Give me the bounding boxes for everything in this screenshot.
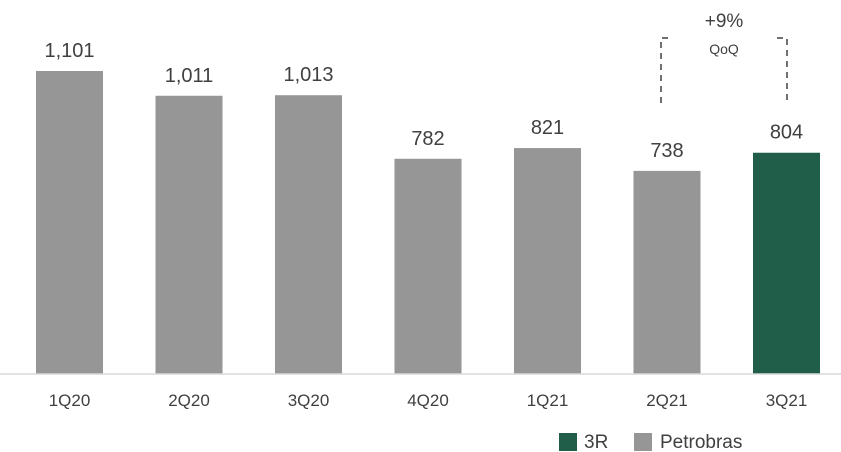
category-label-1q21: 1Q21 [527,391,569,410]
bar-4q20 [394,158,462,374]
qoq-annotation: +9% QoQ [660,11,788,103]
value-label-1q21: 821 [531,117,564,139]
legend-label-petrobras: Petrobras [660,432,742,452]
value-label-3q20: 1,013 [283,64,333,86]
category-label-2q20: 2Q20 [168,391,210,410]
value-label-3q21: 804 [770,122,803,144]
bar-1q21 [514,148,581,374]
category-label-2q21: 2Q21 [646,391,688,410]
legend-swatch-3r [559,433,577,451]
annotation-sub: QoQ [709,41,739,57]
value-label-4q20: 782 [411,128,444,150]
value-label-2q21: 738 [650,140,683,162]
legend-swatch-petrobras [634,433,652,451]
category-labels-group: 1Q20 2Q20 3Q20 4Q20 1Q21 2Q21 3Q21 [49,391,808,410]
bar-3q20 [275,95,342,374]
category-label-1q20: 1Q20 [49,391,91,410]
bar-3q21 [753,152,820,374]
legend-label-3r: 3R [584,432,608,452]
value-label-1q20: 1,101 [44,40,94,62]
bar-2q20 [155,95,223,374]
bar-2q21 [633,170,701,374]
category-label-4q20: 4Q20 [407,391,449,410]
category-label-3q21: 3Q21 [766,391,808,410]
bars-group [36,71,820,374]
category-label-3q20: 3Q20 [288,391,330,410]
annotation-bracket [660,37,788,103]
value-label-2q20: 1,011 [165,65,214,87]
legend: 3R Petrobras [559,432,742,452]
value-labels-group: 1,101 1,011 1,013 782 821 738 804 [44,40,803,162]
bar-1q20 [36,71,103,374]
annotation-value: +9% [705,11,744,32]
